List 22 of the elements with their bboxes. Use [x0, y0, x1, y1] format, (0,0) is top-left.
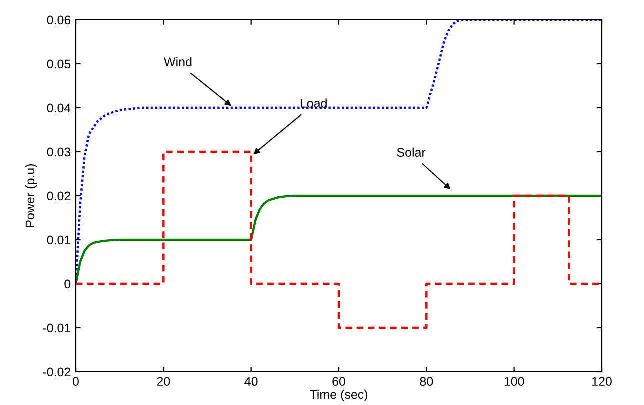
y-tick-label: 0.03	[47, 148, 71, 157]
y-tick-label: -0.01	[43, 324, 71, 333]
y-tick-label: 0.06	[47, 16, 71, 25]
y-tick-label: 0.04	[47, 104, 71, 113]
line-series	[76, 194, 602, 286]
x-tick-label: 100	[504, 377, 524, 386]
y-tick-label: -0.02	[43, 368, 71, 377]
y-tick-label: 0	[64, 280, 71, 289]
y-tick-label: 0.01	[47, 236, 71, 245]
x-tick-label: 0	[73, 377, 79, 386]
x-tick-label: 120	[592, 377, 612, 386]
y-axis-title: Power (p.u)	[25, 164, 38, 228]
x-tick-label: 20	[157, 377, 170, 386]
annotation: Solar	[397, 148, 426, 157]
y-tick-label: 0.02	[47, 192, 71, 201]
x-tick-label: 80	[420, 377, 434, 386]
x-tick-label: 40	[244, 377, 258, 386]
x-axis-title: Time (sec)	[310, 390, 368, 402]
annotation: Load	[300, 98, 327, 108]
y-tick-label: 0.05	[47, 60, 71, 69]
annotation: Wind	[164, 57, 192, 66]
x-tick-label: 60	[332, 377, 346, 386]
